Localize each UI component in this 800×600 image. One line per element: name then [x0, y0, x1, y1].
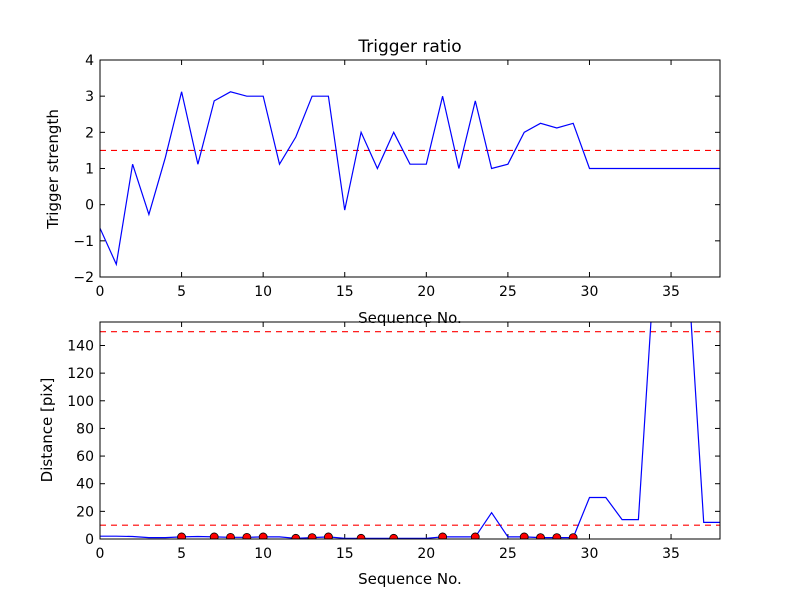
x-tick-label: 0: [96, 284, 105, 300]
trigger-marker: [519, 532, 529, 539]
y-axis-label: Trigger strength: [44, 109, 62, 230]
x-tick-label: 25: [499, 284, 517, 300]
x-tick-label: 15: [336, 284, 354, 300]
x-tick-label: 0: [96, 546, 105, 562]
x-axis-label: Sequence No.: [358, 570, 462, 588]
trigger-markers: [177, 532, 578, 539]
y-tick-label: 4: [85, 53, 94, 69]
y-tick-label: 60: [76, 449, 94, 465]
trigger-marker: [324, 532, 333, 539]
plot-frame: [99, 321, 721, 540]
x-tick-label: 20: [417, 284, 435, 300]
trigger-marker: [291, 533, 301, 539]
trigger-marker: [307, 533, 317, 539]
axis-ticks: 0 5 10 15 20 25 30 35 −2 −1 0 1 2 3 4: [73, 53, 720, 300]
x-tick-label: 10: [254, 284, 272, 300]
trigger-marker: [226, 532, 235, 539]
x-tick-label: 15: [336, 546, 354, 562]
trigger-marker: [242, 532, 252, 539]
x-axis-label: Sequence No.: [358, 309, 462, 327]
trigger-marker: [470, 532, 480, 539]
chart-title: Trigger ratio: [357, 37, 461, 57]
distance-chart: 0 5 10 15 20 25 30 35 0 20 40 60 80 100 120 140 Sequenc…: [38, 321, 721, 588]
distance-series-line: [100, 322, 720, 539]
x-tick-label: 10: [254, 546, 272, 562]
x-tick-label: 20: [417, 546, 435, 562]
x-tick-label: 5: [177, 284, 186, 300]
x-tick-label: 30: [581, 546, 599, 562]
x-tick-label: 25: [499, 546, 517, 562]
y-tick-label: 0: [85, 532, 94, 548]
trigger-marker: [568, 533, 578, 539]
y-tick-label: 80: [76, 421, 94, 437]
y-tick-label: 140: [67, 338, 94, 354]
axis-ticks: 0 5 10 15 20 25 30 35 0 20 40 60 80 100 120 140: [67, 322, 720, 562]
trigger-marker: [552, 533, 562, 539]
trigger-marker: [438, 532, 448, 539]
y-tick-label: −1: [73, 234, 94, 250]
plot-frame: [99, 59, 721, 278]
trigger-marker: [258, 532, 268, 539]
x-tick-label: 35: [662, 546, 680, 562]
y-tick-label: 3: [85, 89, 94, 105]
trigger-ratio-chart: Trigger ratio 0 5 10 15 20 25 30 35 −2 −1 0 1 2 3 4 Se…: [44, 37, 721, 327]
y-axis-label: Distance [pix]: [38, 378, 56, 483]
trigger-marker: [536, 533, 545, 539]
trigger-marker: [356, 533, 366, 539]
y-tick-label: 0: [85, 198, 94, 214]
y-tick-label: 40: [76, 477, 94, 493]
x-tick-label: 30: [581, 284, 599, 300]
x-tick-label: 5: [177, 546, 186, 562]
trigger-marker: [389, 533, 399, 539]
x-tick-label: 35: [662, 284, 680, 300]
y-tick-label: 2: [85, 125, 94, 141]
y-tick-label: 120: [67, 366, 94, 382]
trigger-strength-series-line: [100, 91, 720, 267]
y-tick-label: 100: [67, 394, 94, 410]
trigger-marker: [209, 532, 219, 539]
y-tick-label: 20: [76, 504, 94, 520]
y-tick-label: 1: [85, 162, 94, 178]
trigger-marker: [177, 532, 186, 539]
y-tick-label: −2: [73, 270, 94, 286]
